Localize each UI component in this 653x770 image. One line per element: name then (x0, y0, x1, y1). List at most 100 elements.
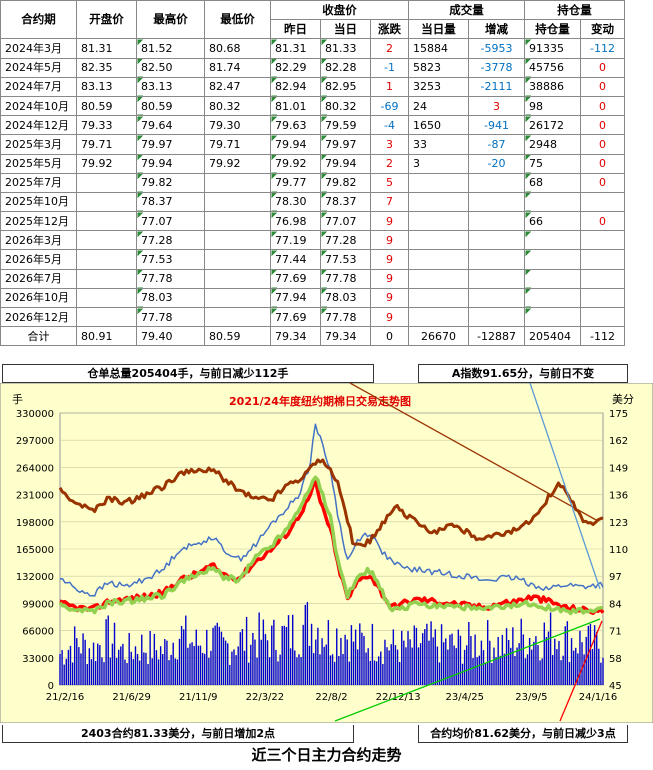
cell-contract: 2025年7月 (0, 172, 77, 193)
cell-prev: 76.98 (270, 211, 321, 232)
cell-change: 9 (370, 230, 409, 251)
cell-oi: 75 (524, 153, 581, 174)
cell-oi-change: 0 (580, 95, 625, 117)
table-row: 2026年12月 77.78 77.69 77.78 9 (0, 306, 625, 328)
left-tick-label: 165000 (16, 545, 54, 556)
cell-change: 1 (370, 76, 409, 97)
trend-arrow-red (559, 620, 603, 722)
cell-oi: 2948 (524, 134, 581, 155)
cell-oi-change: 0 (580, 57, 625, 78)
cell-contract: 2026年3月 (0, 230, 77, 251)
header-open: 开盘价 (76, 0, 137, 40)
cell-today: 77.78 (320, 268, 371, 289)
table-row: 2025年10月 78.37 78.30 78.37 7 (0, 191, 625, 213)
cell-oi-change (580, 287, 625, 309)
cell-open: 80.91 (76, 326, 137, 347)
cell-vol: 26670 (408, 326, 469, 347)
cell-high: 79.97 (136, 134, 205, 155)
cell-today: 79.34 (320, 326, 371, 347)
cell-prev: 81.31 (270, 38, 321, 59)
x-tick-label: 24/1/16 (579, 692, 618, 703)
cell-prev: 79.63 (270, 115, 321, 136)
cell-vol: 1650 (408, 115, 469, 136)
cell-vol: 24 (408, 95, 469, 117)
cell-vol-change: -3778 (468, 57, 525, 78)
cell-low (204, 211, 271, 232)
right-tick-label: 162 (609, 436, 628, 447)
left-tick-label: 33000 (22, 654, 54, 665)
cell-open: 82.35 (76, 57, 137, 78)
x-tick-label: 21/2/16 (46, 692, 85, 703)
price-lines (58, 423, 605, 616)
cell-high: 83.13 (136, 76, 205, 97)
cell-today: 77.53 (320, 249, 371, 270)
cell-high: 77.28 (136, 230, 205, 251)
cell-oi-change: 0 (580, 172, 625, 193)
avg-contract-note: 合约均价81.62美分，与前日减少3点 (418, 725, 628, 743)
right-unit: 美分 (612, 393, 634, 406)
header-oi-change: 变动 (580, 19, 625, 40)
cell-oi (524, 249, 581, 270)
cell-oi-change: 0 (580, 134, 625, 155)
cell-oi (524, 287, 581, 309)
table-row: 2026年3月 77.28 77.19 77.28 9 (0, 230, 625, 251)
header-today: 当日 (320, 19, 371, 40)
cell-contract: 2024年7月 (0, 76, 77, 97)
cell-change: 0 (370, 326, 409, 347)
cell-today: 78.03 (320, 287, 371, 309)
cell-oi: 91335 (524, 38, 581, 59)
cell-contract: 2024年3月 (0, 38, 77, 59)
x-tick-label: 21/11/9 (179, 692, 218, 703)
cell-today: 81.33 (320, 38, 371, 59)
front-contract-note: 2403合约81.33美分，与前日增加2点 (2, 725, 354, 743)
cell-high: 79.40 (136, 326, 205, 347)
cell-low (204, 230, 271, 251)
cell-vol (408, 268, 469, 289)
cell-high: 78.37 (136, 191, 205, 213)
cell-prev: 78.30 (270, 191, 321, 213)
right-tick-label: 97 (609, 572, 622, 583)
cell-low (204, 306, 271, 328)
x-tick-label: 22/12/13 (376, 692, 421, 703)
series-line-green (58, 475, 604, 616)
header-oi-group: 持仓量 (524, 0, 625, 21)
cell-oi-change: 0 (580, 153, 625, 174)
cell-vol: 5823 (408, 57, 469, 78)
cell-vol-change (468, 268, 525, 289)
cell-change: 5 (370, 172, 409, 193)
cell-low (204, 172, 271, 193)
cell-change: -4 (370, 115, 409, 136)
chart-title: 2021/24年度纽约期棉日交易走势图 (229, 394, 411, 408)
cell-change: 2 (370, 38, 409, 59)
cell-open (76, 306, 137, 328)
cell-open: 80.59 (76, 95, 137, 117)
header-volume-group: 成交量 (408, 0, 525, 21)
left-tick-label: 132000 (16, 572, 54, 583)
cell-open (76, 249, 137, 270)
cell-oi (524, 191, 581, 213)
cell-oi (524, 230, 581, 251)
cell-oi-change: 0 (580, 76, 625, 97)
cell-oi (524, 306, 581, 328)
cell-high: 79.64 (136, 115, 205, 136)
right-tick-label: 110 (609, 545, 628, 556)
right-tick-label: 175 (609, 409, 628, 420)
table-row: 2024年3月 81.31 81.52 80.68 81.31 81.33 2 15884 -5… (0, 38, 625, 59)
table-row: 2025年3月 79.71 79.97 79.71 79.94 79.97 3 33 -87 29… (0, 134, 625, 155)
cell-today: 79.82 (320, 172, 371, 193)
cell-prev: 82.29 (270, 57, 321, 78)
cell-open (76, 191, 137, 213)
a-index-note: A指数91.65分，与前日不变 (418, 364, 628, 383)
cell-oi-change (580, 268, 625, 289)
header-prev: 昨日 (270, 19, 321, 40)
cell-high: 79.82 (136, 172, 205, 193)
cell-prev: 77.94 (270, 287, 321, 309)
cell-low: 80.32 (204, 95, 271, 117)
cell-vol-change (468, 249, 525, 270)
header-vol-change: 增减 (468, 19, 525, 40)
cell-contract: 2025年3月 (0, 134, 77, 155)
left-tick-label: 264000 (16, 463, 54, 474)
cell-contract: 2025年10月 (0, 191, 77, 213)
table-row: 2024年5月 82.35 82.50 81.74 82.29 82.28 -1 5823 -3… (0, 57, 625, 78)
cell-change: 3 (370, 134, 409, 155)
